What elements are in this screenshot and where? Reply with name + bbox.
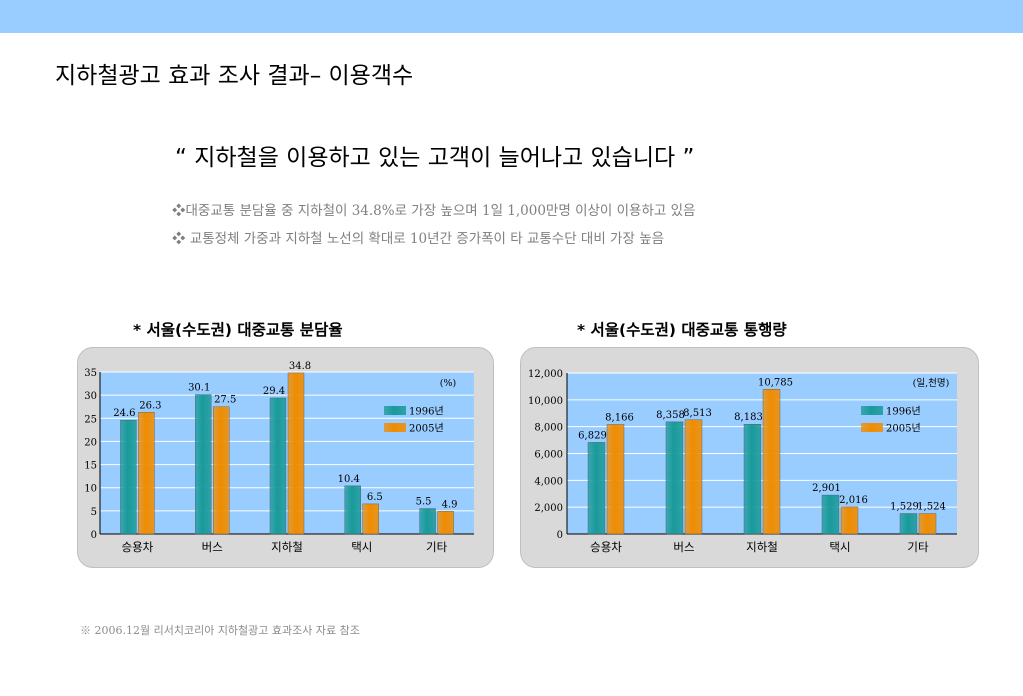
y-tick-label: 5 xyxy=(91,507,97,518)
data-label: 8,166 xyxy=(605,412,634,423)
x-category-label: 지하철 xyxy=(746,540,778,554)
data-label: 6.5 xyxy=(367,492,383,503)
data-label: 6,829 xyxy=(578,430,607,441)
data-label: 8,513 xyxy=(683,408,712,419)
bar-2005년 xyxy=(287,372,305,535)
unit-label: (%) xyxy=(440,378,456,389)
y-tick-label: 0 xyxy=(91,530,97,541)
legend-swatch xyxy=(861,406,883,415)
data-label: 8,358 xyxy=(656,410,685,421)
y-tick-label: 30 xyxy=(84,391,97,402)
bar-2005년 xyxy=(762,389,781,535)
bar-1996년 xyxy=(743,424,762,535)
x-category-label: 버스 xyxy=(202,540,223,554)
y-tick-label: 2,000 xyxy=(534,503,563,514)
chart-title-traffic-volume: * 서울(수도권) 대중교통 통행량 xyxy=(577,321,787,339)
chart-panel-traffic-volume: 0 2,000 4,000 6,000 8,000 10,000 12,000 6,829 8,… xyxy=(520,347,979,568)
data-label: 26.3 xyxy=(139,400,161,411)
bar-1996년 xyxy=(821,494,840,535)
data-label: 5.5 xyxy=(416,497,432,508)
bar-1996년 xyxy=(344,485,361,535)
y-tick-label: 10 xyxy=(84,484,97,495)
bullet-point-2: ❖ 교통정체 가중과 지하철 노선의 확대로 10년간 증가폭이 타 교통수단 … xyxy=(172,231,665,247)
bar-2005년 xyxy=(212,406,230,535)
bar-chart-modal-share: 0 5 10 15 20 25 30 35 24.6 26.3 승용차 30.1 27.5 버스 29.4 3… xyxy=(84,361,474,554)
data-label: 10,785 xyxy=(758,377,793,388)
legend-swatch xyxy=(861,423,883,432)
legend-label: 1996년 xyxy=(886,406,921,418)
x-category-label: 지하철 xyxy=(271,540,303,554)
data-label: 2,901 xyxy=(812,483,841,494)
bar-2005년 xyxy=(138,412,155,535)
headline-quote: “ 지하철을 이용하고 있는 고객이 늘어나고 있습니다 ” xyxy=(175,145,695,171)
data-label: 2,016 xyxy=(839,495,868,506)
data-label: 30.1 xyxy=(188,383,210,394)
y-tick-label: 20 xyxy=(84,437,97,448)
x-category-label: 승용차 xyxy=(590,540,622,554)
data-label: 1,529 xyxy=(890,501,919,512)
bar-2005년 xyxy=(684,419,703,535)
bar-1996년 xyxy=(665,421,684,535)
y-tick-label: 12,000 xyxy=(528,369,563,380)
y-tick-label: 0 xyxy=(557,530,563,541)
data-label: 8,183 xyxy=(734,412,763,423)
bullet-point-1: ❖대중교통 분담율 중 지하철이 34.8%로 가장 높으며 1일 1,000만… xyxy=(172,203,696,219)
y-tick-label: 8,000 xyxy=(534,423,563,434)
bar-1996년 xyxy=(194,394,212,535)
y-tick-label: 10,000 xyxy=(528,396,563,407)
x-category-label: 버스 xyxy=(673,540,694,554)
data-label: 24.6 xyxy=(113,408,135,419)
bar-chart-traffic-volume: 0 2,000 4,000 6,000 8,000 10,000 12,000 6,829 8,… xyxy=(528,369,957,554)
y-tick-label: 15 xyxy=(84,461,97,472)
y-tick-label: 4,000 xyxy=(534,476,563,487)
legend-swatch xyxy=(384,406,406,415)
bar-1996년 xyxy=(587,442,606,535)
chart-title-modal-share: * 서울(수도권) 대중교통 분담율 xyxy=(133,321,343,339)
x-category-label: 기타 xyxy=(426,540,448,554)
legend-label: 1996년 xyxy=(409,406,444,418)
legend-label: 2005년 xyxy=(409,423,444,435)
bar-2005년 xyxy=(437,511,454,535)
y-tick-label: 35 xyxy=(84,368,97,379)
unit-label: (일,천명) xyxy=(913,378,950,389)
data-label: 1,524 xyxy=(917,502,946,513)
top-banner-bar xyxy=(0,0,1023,33)
data-label: 4.9 xyxy=(442,499,458,510)
bar-2005년 xyxy=(918,513,937,535)
chart-panel-modal-share: 0 5 10 15 20 25 30 35 24.6 26.3 승용차 30.1 27.5 버스 29.4 3… xyxy=(77,347,494,568)
legend-swatch xyxy=(384,423,406,432)
bar-1996년 xyxy=(269,397,287,535)
data-label: 10.4 xyxy=(338,474,360,485)
source-footnote: ※ 2006.12월 리서치코리아 지하철광고 효과조사 자료 참조 xyxy=(80,624,360,637)
page-title: 지하철광고 효과 조사 결과– 이용객수 xyxy=(55,63,414,89)
bar-1996년 xyxy=(120,419,137,535)
bar-1996년 xyxy=(419,508,436,535)
bar-2005년 xyxy=(606,424,625,535)
bar-2005년 xyxy=(840,506,859,535)
bar-1996년 xyxy=(899,513,918,535)
data-label: 29.4 xyxy=(263,386,285,397)
x-category-label: 승용차 xyxy=(122,540,154,554)
x-category-label: 기타 xyxy=(907,540,929,554)
y-tick-label: 6,000 xyxy=(534,450,563,461)
x-category-label: 택시 xyxy=(351,540,372,554)
data-label: 27.5 xyxy=(214,395,236,406)
data-label: 34.8 xyxy=(289,361,311,372)
bar-2005년 xyxy=(362,503,379,535)
y-tick-label: 25 xyxy=(84,414,97,425)
plot-area xyxy=(100,372,474,534)
x-category-label: 택시 xyxy=(829,540,850,554)
legend-label: 2005년 xyxy=(886,423,921,435)
